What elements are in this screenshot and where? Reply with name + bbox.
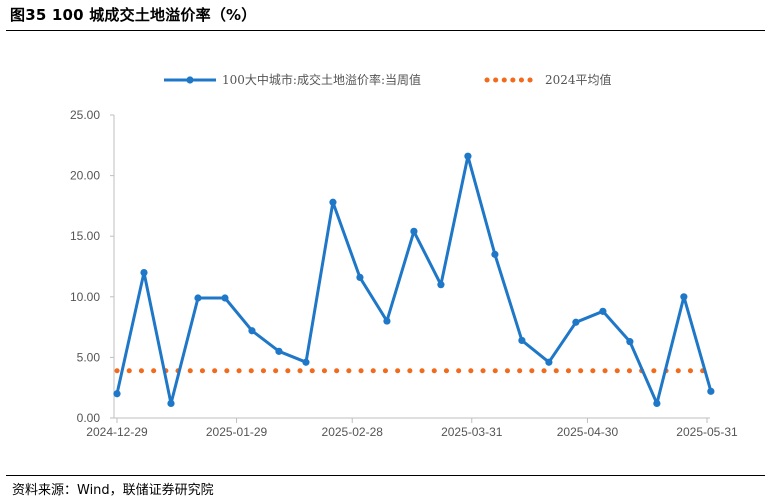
data-point	[491, 250, 499, 258]
x-tick-label: 2025-01-29	[206, 425, 268, 439]
data-point	[464, 152, 472, 160]
line-chart: 0.00 5.00 10.00 15.00 20.00 25.00 2024-12-29 20…	[70, 72, 738, 439]
legend-average-label: 2024平均值	[545, 72, 612, 87]
x-tick-label: 2025-04-30	[557, 425, 619, 439]
x-tick-label: 2025-03-31	[441, 425, 503, 439]
data-point	[572, 318, 580, 326]
chart-title: 图35 100 城成交土地溢价率（%）	[10, 6, 257, 24]
footer-divider	[6, 475, 765, 476]
data-point	[410, 227, 418, 235]
data-point	[140, 268, 148, 277]
y-tick-label: 25.00	[70, 108, 100, 122]
data-point	[680, 293, 688, 301]
data-point	[221, 294, 229, 302]
y-tick-label: 10.00	[70, 290, 100, 304]
data-point	[248, 327, 256, 335]
data-point	[329, 198, 337, 206]
data-point	[626, 338, 634, 346]
data-point	[437, 281, 445, 289]
data-point	[518, 336, 526, 345]
x-tick-label: 2024-12-29	[86, 425, 148, 439]
y-tick-label: 15.00	[70, 229, 100, 243]
data-point	[545, 358, 553, 366]
premium-rate-series-line	[115, 154, 713, 405]
y-tick-label: 20.00	[70, 169, 100, 183]
legend-series-label: 100大中城市:成交土地溢价率:当周值	[222, 72, 421, 87]
y-tick-label: 5.00	[77, 350, 101, 364]
data-point	[356, 273, 364, 282]
source-note: 资料来源：Wind，联储证券研究院	[12, 483, 214, 498]
data-point	[653, 399, 661, 408]
data-point	[707, 387, 715, 395]
data-point	[599, 307, 607, 315]
x-tick-label: 2025-05-31	[676, 425, 738, 439]
x-tick-label: 2025-02-28	[322, 425, 384, 439]
data-point	[113, 390, 121, 398]
data-point	[302, 358, 310, 366]
data-point	[383, 317, 391, 325]
data-point	[275, 347, 283, 355]
data-point	[167, 399, 175, 408]
y-tick-label: 0.00	[77, 411, 101, 425]
legend-series-marker	[186, 76, 194, 84]
data-point	[194, 294, 202, 302]
title-divider	[6, 30, 765, 31]
